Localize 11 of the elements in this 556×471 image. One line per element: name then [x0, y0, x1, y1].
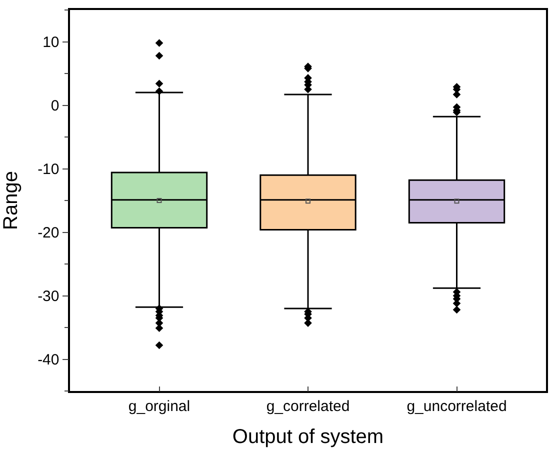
y-tick-label: 0	[50, 98, 60, 114]
y-tick-label: -40	[38, 352, 60, 368]
y-tick-label: -20	[38, 224, 60, 242]
x-tick-label: g_orginal	[128, 398, 190, 415]
y-axis-title: Range	[0, 171, 22, 230]
y-tick-label: -10	[38, 161, 60, 178]
x-axis-title: Output of system	[232, 426, 384, 448]
x-tick-label: g_uncorrelated	[406, 398, 507, 415]
y-tick-label: 10	[42, 34, 60, 51]
x-tick-label: g_correlated	[266, 398, 350, 415]
y-tick-label: -30	[38, 288, 60, 305]
